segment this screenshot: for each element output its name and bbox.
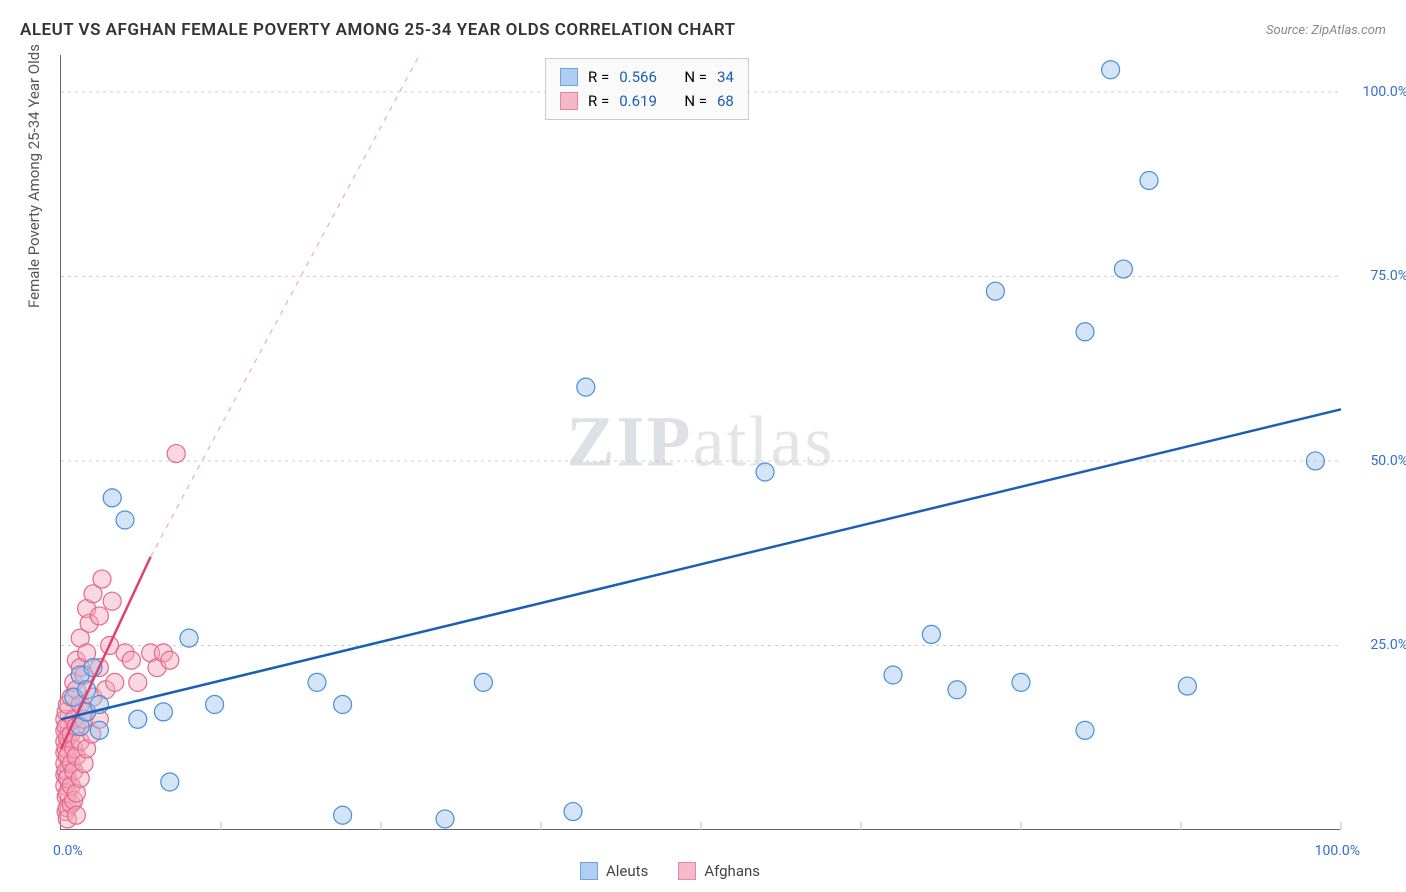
y-tick-label: 75.0% <box>1370 268 1406 284</box>
x-tick-label-0: 0.0% <box>53 843 83 859</box>
stat-r-label: R = <box>588 65 609 89</box>
legend-item-aleuts: Aleuts <box>580 862 648 880</box>
stat-n-afghans: 68 <box>717 89 734 113</box>
legend-label-aleuts: Aleuts <box>606 862 648 880</box>
bottom-legend: Aleuts Afghans <box>580 862 760 880</box>
swatch-afghans <box>560 92 578 110</box>
swatch-aleuts <box>560 68 578 86</box>
y-tick-label: 100.0% <box>1363 84 1406 100</box>
swatch-afghans-legend <box>678 862 696 880</box>
swatch-aleuts-legend <box>580 862 598 880</box>
legend-item-afghans: Afghans <box>678 862 760 880</box>
chart-svg <box>61 55 1340 829</box>
y-tick-label: 50.0% <box>1370 453 1406 469</box>
legend-label-afghans: Afghans <box>704 862 760 880</box>
source-label: Source: ZipAtlas.com <box>1266 23 1386 38</box>
stat-r-aleuts: 0.566 <box>619 65 657 89</box>
stats-row-aleuts: R = 0.566 N = 34 <box>560 65 734 89</box>
plot-area: ZIPatlas 0.0% 100.0% 25.0%50.0%75.0%100.… <box>60 55 1340 830</box>
stat-n-label: N = <box>684 89 707 113</box>
y-axis-label: Female Poverty Among 25-34 Year Olds <box>25 44 43 308</box>
stats-row-afghans: R = 0.619 N = 68 <box>560 89 734 113</box>
chart-title: ALEUT VS AFGHAN FEMALE POVERTY AMONG 25-… <box>20 20 736 40</box>
stat-n-aleuts: 34 <box>717 65 734 89</box>
stat-n-label: N = <box>684 65 707 89</box>
x-tick-label-100: 100.0% <box>1315 843 1360 859</box>
stats-legend-box: R = 0.566 N = 34 R = 0.619 N = 68 <box>545 58 749 120</box>
stat-r-afghans: 0.619 <box>619 89 657 113</box>
stat-r-label: R = <box>588 89 609 113</box>
y-tick-label: 25.0% <box>1370 637 1406 653</box>
